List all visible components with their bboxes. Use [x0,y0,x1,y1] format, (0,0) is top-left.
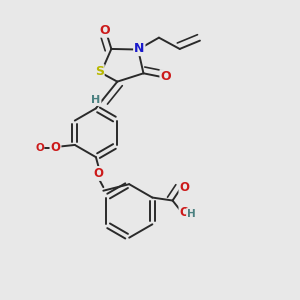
Text: O: O [160,70,171,83]
Text: O: O [179,181,190,194]
Text: O: O [50,141,61,154]
Text: S: S [95,65,104,78]
Text: O: O [35,143,44,153]
Text: H: H [91,95,101,105]
Text: O: O [99,24,110,37]
Text: H: H [187,208,195,219]
Text: N: N [134,42,145,55]
Text: O: O [179,206,190,219]
Text: O: O [93,167,103,180]
